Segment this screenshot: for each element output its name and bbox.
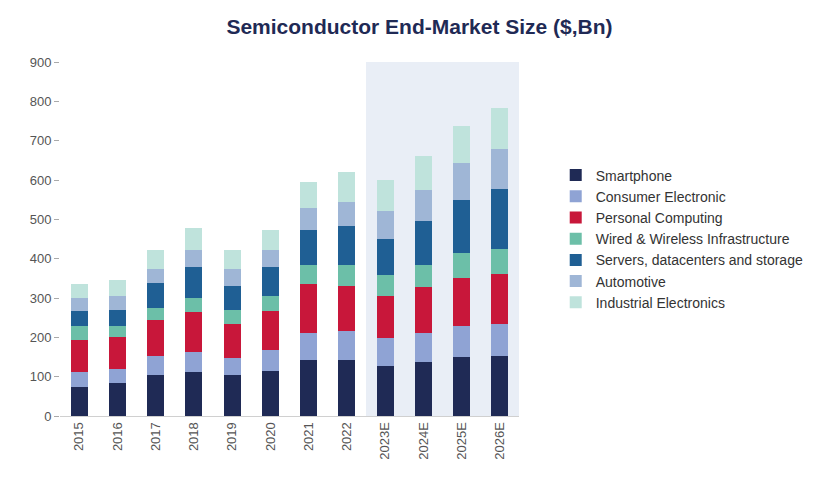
- svg-text:700: 700: [30, 133, 52, 148]
- svg-text:2016: 2016: [110, 422, 125, 451]
- svg-text:2015: 2015: [71, 422, 86, 451]
- svg-text:2018: 2018: [186, 422, 201, 451]
- svg-text:600: 600: [30, 173, 52, 188]
- svg-text:Semiconductor End-Market Size: Semiconductor End-Market Size ($,Bn): [226, 15, 612, 38]
- svg-text:Personal Computing: Personal Computing: [596, 210, 723, 226]
- svg-text:400: 400: [30, 251, 52, 266]
- svg-text:2017: 2017: [148, 422, 163, 451]
- svg-text:Consumer Electronic: Consumer Electronic: [596, 189, 726, 205]
- svg-text:300: 300: [30, 291, 52, 306]
- svg-text:Smartphone: Smartphone: [596, 168, 672, 184]
- svg-text:2024E: 2024E: [416, 422, 431, 460]
- svg-text:200: 200: [30, 330, 52, 345]
- svg-text:2019: 2019: [224, 422, 239, 451]
- svg-text:Automotive: Automotive: [596, 274, 666, 290]
- svg-text:0: 0: [44, 409, 51, 424]
- svg-text:2021: 2021: [301, 422, 316, 451]
- svg-text:2022: 2022: [339, 422, 354, 451]
- svg-text:2020: 2020: [263, 422, 278, 451]
- svg-text:100: 100: [30, 369, 52, 384]
- svg-text:2026E: 2026E: [492, 422, 507, 460]
- svg-text:Wired & Wireless Infrastructur: Wired & Wireless Infrastructure: [596, 231, 790, 247]
- svg-text:500: 500: [30, 212, 52, 227]
- svg-text:Industrial Electronics: Industrial Electronics: [596, 295, 725, 311]
- svg-text:2023E: 2023E: [377, 422, 392, 460]
- svg-text:2025E: 2025E: [454, 422, 469, 460]
- svg-text:900: 900: [30, 55, 52, 70]
- svg-text:800: 800: [30, 94, 52, 109]
- svg-text:Servers, datacenters and stora: Servers, datacenters and storage: [596, 252, 803, 268]
